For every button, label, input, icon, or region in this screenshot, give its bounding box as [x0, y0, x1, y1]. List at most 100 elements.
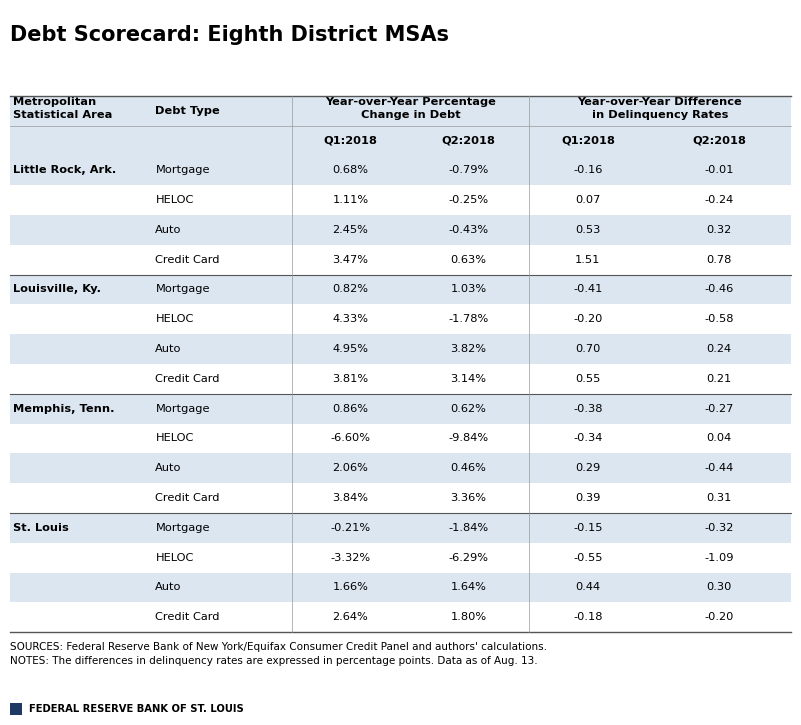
Bar — [10, 513, 791, 543]
Text: HELOC: HELOC — [155, 552, 194, 563]
Bar — [10, 364, 791, 394]
Text: Auto: Auto — [155, 344, 182, 354]
Text: -6.60%: -6.60% — [331, 434, 370, 444]
Text: 2.64%: 2.64% — [332, 613, 368, 622]
Text: 0.78: 0.78 — [706, 254, 732, 265]
Text: 0.82%: 0.82% — [332, 284, 368, 294]
Text: -0.32: -0.32 — [705, 523, 734, 533]
Text: 0.46%: 0.46% — [451, 463, 486, 473]
Text: Credit Card: Credit Card — [155, 493, 220, 503]
Text: Auto: Auto — [155, 463, 182, 473]
Text: 1.66%: 1.66% — [332, 582, 368, 592]
Bar — [10, 453, 791, 483]
Bar — [10, 96, 791, 155]
Text: -0.25%: -0.25% — [449, 195, 489, 205]
Text: -6.29%: -6.29% — [449, 552, 489, 563]
Text: 2.06%: 2.06% — [332, 463, 368, 473]
Text: -0.44: -0.44 — [705, 463, 734, 473]
Bar — [10, 423, 791, 453]
Text: 4.33%: 4.33% — [332, 314, 368, 324]
Text: Year-over-Year Difference
in Delinquency Rates: Year-over-Year Difference in Delinquency… — [578, 97, 743, 120]
Text: Auto: Auto — [155, 582, 182, 592]
Text: -0.16: -0.16 — [574, 165, 602, 175]
Text: -0.79%: -0.79% — [449, 165, 489, 175]
Text: Q1:2018: Q1:2018 — [324, 136, 377, 146]
Text: 3.36%: 3.36% — [451, 493, 486, 503]
Text: 0.24: 0.24 — [706, 344, 732, 354]
Text: SOURCES: Federal Reserve Bank of New York/Equifax Consumer Credit Panel and auth: SOURCES: Federal Reserve Bank of New Yor… — [10, 642, 546, 666]
Text: 0.55: 0.55 — [575, 374, 601, 384]
Text: Q2:2018: Q2:2018 — [692, 136, 747, 146]
Text: -0.01: -0.01 — [705, 165, 734, 175]
Text: -0.15: -0.15 — [574, 523, 602, 533]
Text: Little Rock, Ark.: Little Rock, Ark. — [13, 165, 116, 175]
Text: Q2:2018: Q2:2018 — [441, 136, 496, 146]
Text: -0.41: -0.41 — [574, 284, 602, 294]
Bar — [10, 394, 791, 423]
Text: -0.43%: -0.43% — [449, 225, 489, 235]
Text: -0.20: -0.20 — [705, 613, 734, 622]
Text: Memphis, Tenn.: Memphis, Tenn. — [13, 404, 115, 414]
Text: 0.53: 0.53 — [575, 225, 601, 235]
Text: 3.81%: 3.81% — [332, 374, 368, 384]
Text: Mortgage: Mortgage — [155, 523, 210, 533]
Bar — [10, 275, 791, 304]
Text: -0.21%: -0.21% — [330, 523, 371, 533]
Text: St. Louis: St. Louis — [13, 523, 69, 533]
Text: 0.70: 0.70 — [575, 344, 601, 354]
Text: 1.03%: 1.03% — [450, 284, 487, 294]
Text: 0.39: 0.39 — [575, 493, 601, 503]
Text: Mortgage: Mortgage — [155, 284, 210, 294]
Text: -1.78%: -1.78% — [449, 314, 489, 324]
Text: -0.18: -0.18 — [574, 613, 602, 622]
Bar — [10, 543, 791, 573]
Bar — [10, 155, 791, 185]
Text: Mortgage: Mortgage — [155, 404, 210, 414]
Text: 1.11%: 1.11% — [332, 195, 368, 205]
Bar — [10, 703, 22, 715]
Text: HELOC: HELOC — [155, 314, 194, 324]
Text: -0.27: -0.27 — [705, 404, 734, 414]
Text: Mortgage: Mortgage — [155, 165, 210, 175]
Text: 1.80%: 1.80% — [450, 613, 487, 622]
Bar — [10, 185, 791, 215]
Text: 0.86%: 0.86% — [332, 404, 368, 414]
Text: HELOC: HELOC — [155, 195, 194, 205]
Text: -1.84%: -1.84% — [449, 523, 489, 533]
Text: 4.95%: 4.95% — [332, 344, 368, 354]
Text: Credit Card: Credit Card — [155, 254, 220, 265]
Bar — [10, 602, 791, 632]
Text: -3.32%: -3.32% — [330, 552, 371, 563]
Text: 0.32: 0.32 — [706, 225, 732, 235]
Text: -0.38: -0.38 — [574, 404, 602, 414]
Text: 2.45%: 2.45% — [332, 225, 368, 235]
Text: Credit Card: Credit Card — [155, 374, 220, 384]
Text: Auto: Auto — [155, 225, 182, 235]
Text: 0.29: 0.29 — [575, 463, 601, 473]
Text: -0.55: -0.55 — [574, 552, 602, 563]
Text: 0.31: 0.31 — [706, 493, 732, 503]
Text: FEDERAL RESERVE BANK OF ST. LOUIS: FEDERAL RESERVE BANK OF ST. LOUIS — [29, 704, 244, 714]
Text: Credit Card: Credit Card — [155, 613, 220, 622]
Text: 3.82%: 3.82% — [451, 344, 486, 354]
Text: -0.46: -0.46 — [705, 284, 734, 294]
Text: Year-over-Year Percentage
Change in Debt: Year-over-Year Percentage Change in Debt — [325, 97, 496, 120]
Text: 0.04: 0.04 — [706, 434, 732, 444]
Bar — [10, 573, 791, 602]
Bar — [10, 483, 791, 513]
Text: -9.84%: -9.84% — [449, 434, 489, 444]
Text: -0.20: -0.20 — [574, 314, 602, 324]
Text: -0.58: -0.58 — [705, 314, 734, 324]
Text: Debt Scorecard: Eighth District MSAs: Debt Scorecard: Eighth District MSAs — [10, 25, 449, 46]
Text: 0.21: 0.21 — [706, 374, 732, 384]
Bar — [10, 245, 791, 275]
Text: 1.51: 1.51 — [575, 254, 601, 265]
Text: 0.62%: 0.62% — [451, 404, 486, 414]
Text: 1.64%: 1.64% — [451, 582, 486, 592]
Text: 0.30: 0.30 — [706, 582, 732, 592]
Text: HELOC: HELOC — [155, 434, 194, 444]
Text: Metropolitan
Statistical Area: Metropolitan Statistical Area — [13, 97, 112, 120]
Bar — [10, 304, 791, 334]
Text: 3.84%: 3.84% — [332, 493, 368, 503]
Text: 0.63%: 0.63% — [451, 254, 486, 265]
